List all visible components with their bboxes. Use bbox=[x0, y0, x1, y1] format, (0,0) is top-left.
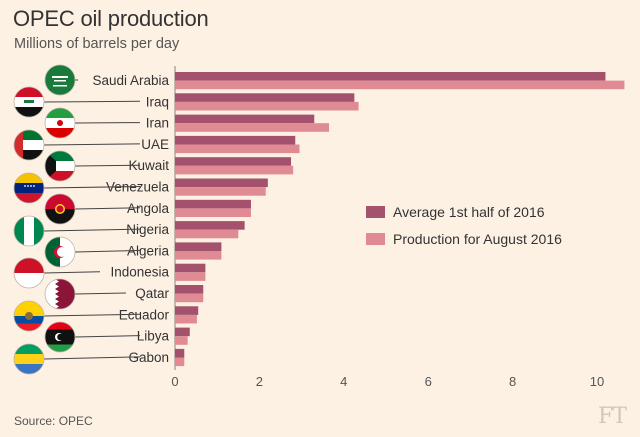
category-label: Iran bbox=[146, 116, 169, 131]
bar-aug-nigeria bbox=[175, 229, 239, 239]
category-label: Qatar bbox=[135, 286, 169, 301]
flag-connector bbox=[74, 335, 141, 338]
bar-aug-ecuador bbox=[175, 314, 197, 324]
bar-aug-qatar bbox=[175, 293, 204, 303]
bar-aug-angola bbox=[175, 208, 251, 217]
bar-avg-h1-libya bbox=[175, 327, 190, 337]
flag-connector bbox=[43, 143, 141, 146]
gabon-flag-icon bbox=[14, 344, 44, 374]
category-label: Angola bbox=[127, 201, 170, 216]
indonesia-flag-icon bbox=[14, 258, 44, 288]
uae-flag-icon bbox=[14, 130, 44, 160]
bar-aug-kuwait bbox=[175, 165, 294, 175]
bar-avg-h1-iran bbox=[175, 114, 315, 124]
qatar-flag-icon bbox=[45, 279, 75, 309]
chart-title: OPEC oil production bbox=[13, 6, 209, 31]
bar-avg-h1-venezuela bbox=[175, 178, 268, 188]
bar-aug-iran bbox=[175, 123, 330, 132]
x-tick-label: 2 bbox=[256, 374, 263, 389]
bar-aug-libya bbox=[175, 336, 188, 345]
algeria-flag-icon bbox=[45, 237, 75, 267]
flag-connector bbox=[43, 228, 141, 232]
flag-connector bbox=[43, 186, 141, 189]
bar-avg-h1-qatar bbox=[175, 285, 204, 294]
flag-connector bbox=[74, 292, 127, 295]
flag-connector bbox=[43, 100, 141, 103]
x-tick-label: 4 bbox=[340, 374, 347, 389]
bar-aug-saudi-arabia bbox=[175, 80, 625, 90]
bar-avg-h1-uae bbox=[175, 135, 296, 145]
category-label: Indonesia bbox=[110, 265, 169, 280]
category-label: Nigeria bbox=[126, 222, 169, 237]
ecuador-flag-icon bbox=[14, 301, 44, 331]
bar-avg-h1-algeria bbox=[175, 242, 222, 251]
chart-subtitle: Millions of barrels per day bbox=[14, 36, 180, 52]
bar-avg-h1-kuwait bbox=[175, 157, 292, 166]
x-tick-label: 8 bbox=[509, 374, 516, 389]
legend-label: Average 1st half of 2016 bbox=[393, 204, 545, 220]
category-label: Gabon bbox=[128, 350, 169, 365]
category-label: Algeria bbox=[127, 243, 170, 258]
saudi-arabia-flag-icon bbox=[45, 65, 75, 95]
libya-flag-icon bbox=[45, 322, 75, 352]
flag-connector bbox=[43, 356, 141, 360]
flag-connector bbox=[74, 207, 141, 210]
venezuela-flag-icon bbox=[14, 173, 44, 203]
bar-aug-uae bbox=[175, 144, 300, 154]
flag-connector bbox=[43, 271, 101, 274]
bar-aug-iraq bbox=[175, 101, 359, 111]
legend-swatch-1 bbox=[366, 206, 385, 218]
bar-aug-venezuela bbox=[175, 187, 266, 196]
bar-avg-h1-ecuador bbox=[175, 306, 199, 315]
category-label: Kuwait bbox=[128, 158, 169, 173]
flag-connector bbox=[43, 313, 141, 317]
flag-connector bbox=[74, 164, 141, 167]
category-label: Libya bbox=[137, 329, 170, 344]
bar-avg-h1-indonesia bbox=[175, 263, 206, 273]
bar-avg-h1-nigeria bbox=[175, 221, 245, 230]
source-note: Source: OPEC bbox=[14, 414, 93, 428]
category-label: Iraq bbox=[146, 94, 169, 109]
bar-aug-gabon bbox=[175, 357, 185, 367]
kuwait-flag-icon bbox=[45, 151, 75, 181]
bar-aug-indonesia bbox=[175, 272, 206, 281]
nigeria-flag-icon bbox=[14, 216, 44, 246]
bar-avg-h1-gabon bbox=[175, 348, 185, 358]
ft-logo: FT bbox=[598, 404, 627, 429]
iran-flag-icon bbox=[45, 108, 75, 138]
x-tick-label: 10 bbox=[590, 374, 604, 389]
category-label: Saudi Arabia bbox=[92, 73, 169, 88]
angola-flag-icon bbox=[45, 194, 75, 224]
bar-chart: Saudi ArabiaIraqIranUAEKuwaitVenezuelaAn… bbox=[13, 64, 625, 389]
category-label: UAE bbox=[141, 137, 169, 152]
x-tick-label: 0 bbox=[171, 374, 178, 389]
flag-connector bbox=[74, 249, 141, 253]
bar-avg-h1-iraq bbox=[175, 93, 355, 102]
category-label: Ecuador bbox=[119, 307, 170, 322]
x-tick-label: 6 bbox=[425, 374, 432, 389]
bar-avg-h1-saudi-arabia bbox=[175, 72, 606, 81]
legend-swatch-2 bbox=[366, 233, 385, 245]
legend-label: Production for August 2016 bbox=[393, 231, 562, 247]
bar-avg-h1-angola bbox=[175, 199, 251, 209]
bar-aug-algeria bbox=[175, 251, 222, 260]
iraq-flag-icon bbox=[14, 87, 44, 117]
